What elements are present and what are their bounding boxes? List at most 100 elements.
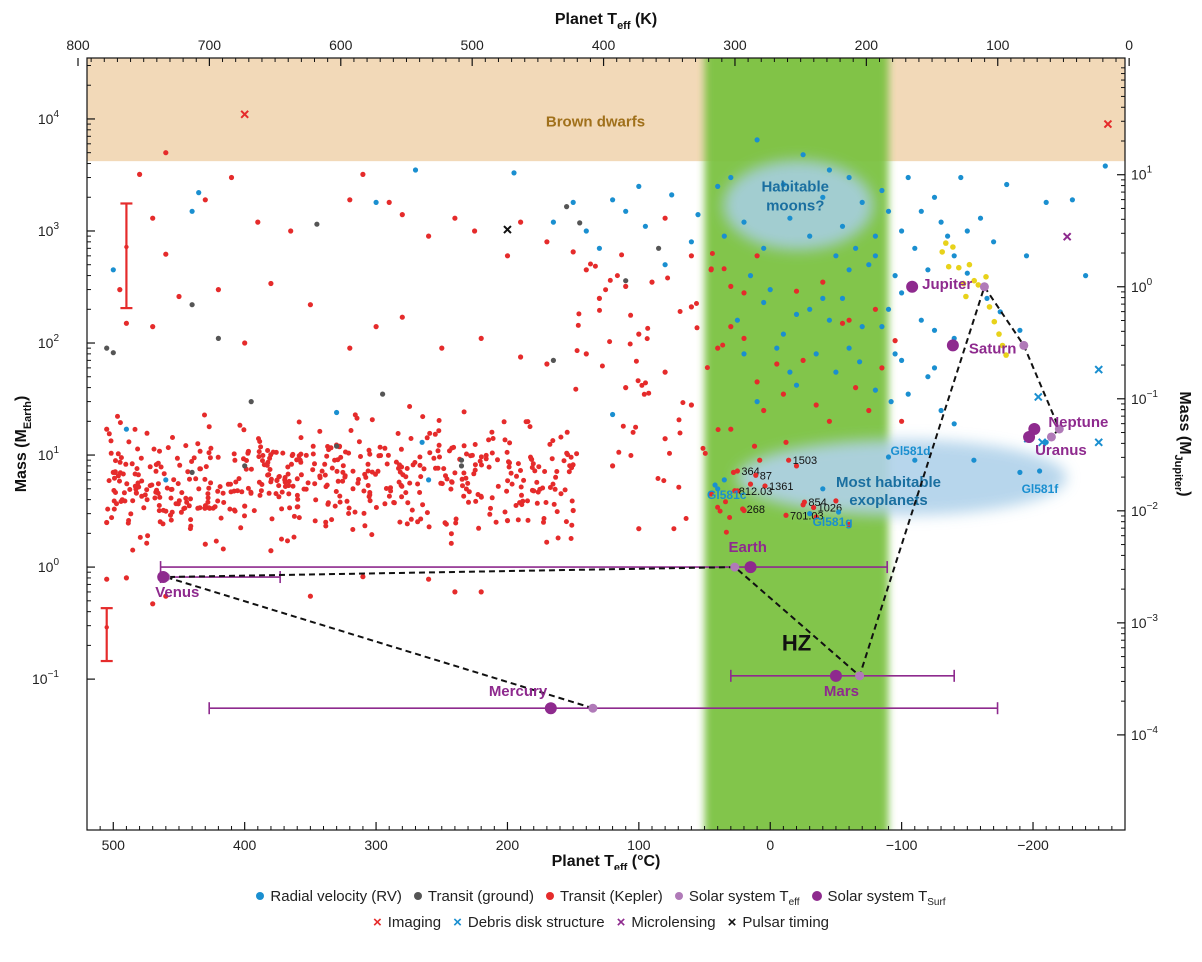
labelled-exoplanet-point	[712, 482, 718, 488]
rv-point	[820, 295, 826, 301]
rv-point	[905, 174, 911, 181]
kepler-transit-point	[186, 503, 192, 509]
kepler-transit-point	[323, 484, 329, 490]
kepler-transit-point	[472, 462, 478, 468]
imaging-candidate-point	[945, 263, 952, 270]
rv-point	[833, 369, 839, 375]
kepler-transit-point	[185, 469, 191, 475]
labelled-exoplanet-point	[734, 468, 740, 474]
kepler-transit-point	[112, 475, 117, 481]
kepler-transit-point	[473, 498, 479, 504]
legend-item-debris: × Debris disk structure	[453, 914, 604, 931]
kepler-transit-point	[564, 450, 570, 456]
kepler-transit-point	[635, 378, 641, 384]
transit-ground-point	[458, 457, 465, 463]
kepler-transit-point	[477, 458, 483, 464]
kepler-point	[531, 488, 537, 494]
y-right-tick-label: 10−1	[1131, 389, 1158, 407]
kepler-transit-point	[723, 529, 729, 535]
x-bottom-tick-label: 300	[364, 837, 388, 853]
exoplanet-label: Gl581g	[813, 515, 853, 529]
kepler-transit-point	[269, 516, 275, 522]
kepler-transit-point	[128, 511, 134, 517]
kepler-transit-point	[513, 503, 519, 508]
kepler-transit-point	[461, 409, 467, 415]
kepler-transit-point	[432, 431, 438, 437]
kepler-transit-point	[352, 509, 358, 515]
kepler-point	[150, 215, 156, 221]
solar-teff-point	[1046, 432, 1056, 442]
kepler-transit-point	[111, 488, 117, 493]
legend-item-rv: Radial velocity (RV)	[256, 888, 402, 905]
planet-label-mercury: Mercury	[489, 683, 548, 700]
kepler-point	[255, 219, 261, 225]
kepler-transit-point	[576, 311, 582, 317]
imaging-candidate-point	[983, 274, 989, 280]
kepler-point	[504, 253, 511, 259]
kepler-transit-point	[206, 485, 212, 491]
kepler-transit-point	[178, 509, 184, 515]
kepler-transit-point	[398, 482, 404, 488]
kepler-transit-point	[488, 505, 493, 511]
kepler-transit-point	[518, 468, 523, 473]
y-right-tick-label: 10−4	[1131, 725, 1158, 743]
rv-point	[419, 439, 425, 445]
rv-point	[110, 267, 116, 273]
rv-point	[846, 267, 852, 273]
kepler-transit-point	[156, 503, 162, 508]
rv-point	[872, 253, 879, 259]
planet-label-earth: Earth	[729, 539, 767, 556]
kepler-transit-point	[174, 455, 180, 461]
legend-label: Solar system T	[688, 888, 789, 905]
transit-ground-point	[314, 221, 320, 227]
kepler-transit-point	[418, 474, 424, 480]
kepler-transit-point	[448, 486, 454, 492]
imaging-candidate-point	[986, 304, 993, 310]
kepler-point	[833, 498, 839, 504]
kepler-transit-point	[717, 508, 723, 514]
y-right-tick-label: 100	[1131, 277, 1153, 295]
kepler-transit-point	[310, 467, 316, 473]
kepler-transit-point	[525, 517, 531, 523]
kepler-transit-point	[461, 470, 467, 476]
kepler-transit-point	[134, 466, 140, 472]
kepler-point	[452, 215, 458, 221]
kepler-transit-point	[183, 443, 189, 449]
microlensing-point	[1062, 232, 1072, 241]
kepler-transit-point	[417, 462, 423, 468]
kepler-transit-point	[628, 312, 634, 318]
kepler-transit-point	[403, 490, 409, 496]
kepler-transit-point	[350, 486, 356, 492]
kepler-transit-point	[135, 446, 141, 452]
kepler-transit-point	[106, 431, 112, 437]
kepler-transit-point	[483, 456, 489, 462]
kepler-transit-point	[412, 460, 418, 465]
kepler-transit-point	[242, 513, 247, 519]
rv-point	[623, 208, 629, 214]
kepler-transit-point	[641, 391, 647, 397]
kepler-transit-point	[495, 483, 501, 489]
kepler-point	[623, 283, 629, 289]
kepler-transit-point	[221, 500, 227, 505]
kepler-transit-point	[157, 448, 162, 454]
kepler-transit-point	[644, 336, 650, 342]
kepler-transit-point	[332, 457, 338, 463]
rv-point	[373, 199, 379, 205]
imaging-candidate-point	[999, 342, 1006, 349]
imaging-point	[1103, 119, 1113, 129]
kepler-transit-point	[227, 506, 233, 512]
kepler-transit-point	[464, 451, 469, 457]
kepler-transit-point	[398, 446, 404, 452]
rv-point	[925, 267, 931, 273]
rv-point	[925, 374, 931, 380]
x-bottom-tick-label: 500	[102, 837, 126, 853]
kepler-transit-point	[395, 431, 401, 436]
rv-point	[807, 306, 813, 312]
kepler-transit-point	[677, 430, 683, 436]
kepler-point	[662, 436, 668, 442]
kepler-transit-point	[562, 487, 568, 493]
kepler-transit-point	[127, 487, 133, 492]
kepler-transit-point	[220, 490, 226, 496]
kepler-transit-point	[727, 515, 733, 520]
kepler-transit-point	[369, 532, 375, 538]
